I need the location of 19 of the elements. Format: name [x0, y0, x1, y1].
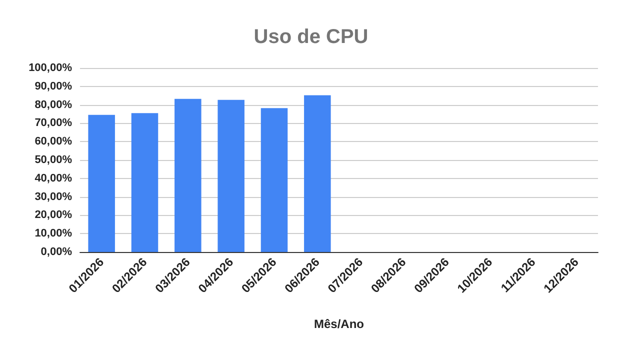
y-tick-label: 0,00%: [40, 246, 72, 258]
y-tick-label: 10,00%: [34, 228, 72, 240]
y-tick-label: 90,00%: [34, 80, 72, 92]
bar: [131, 113, 158, 252]
y-tick-label: 70,00%: [34, 117, 72, 130]
chart-title: Uso de CPU: [254, 26, 368, 48]
y-tick-label: 60,00%: [34, 136, 72, 148]
y-tick-label: 100,00%: [28, 62, 72, 74]
bar: [304, 95, 331, 252]
y-tick-label: 30,00%: [34, 190, 72, 203]
x-axis-title: Mês/Ano: [314, 317, 364, 331]
y-tick-label: 50,00%: [34, 154, 72, 166]
y-tick-label: 40,00%: [34, 172, 72, 184]
bar: [174, 98, 202, 252]
bar: [218, 100, 244, 252]
y-tick-label: 80,00%: [34, 98, 72, 111]
bar: [88, 114, 115, 252]
y-tick-label: 20,00%: [34, 209, 72, 222]
bar: [260, 108, 288, 252]
